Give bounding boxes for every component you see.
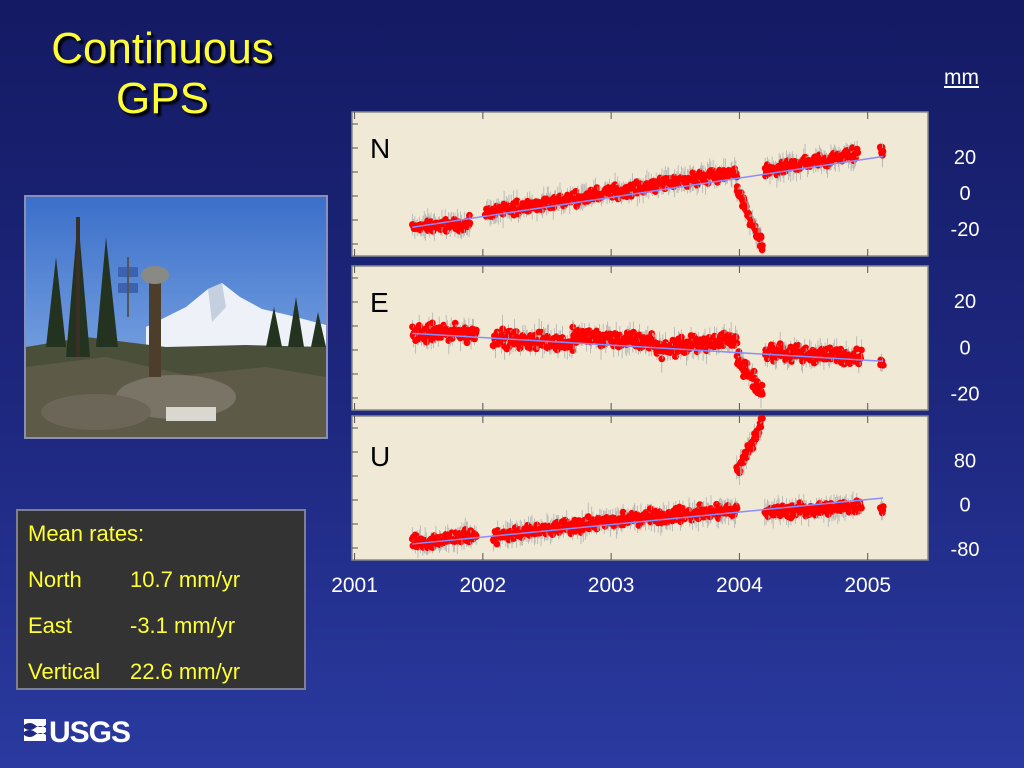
gps-station-photo bbox=[24, 195, 328, 439]
x-tick-label: 2003 bbox=[588, 574, 635, 597]
data-point bbox=[854, 149, 862, 157]
data-point bbox=[423, 338, 430, 346]
data-point bbox=[451, 319, 459, 327]
data-point bbox=[749, 444, 757, 452]
data-point bbox=[743, 360, 751, 367]
y-tick-label: 80 bbox=[954, 450, 976, 472]
data-point bbox=[758, 381, 766, 389]
data-point bbox=[630, 328, 637, 336]
rate-value: -3.1 mm/yr bbox=[130, 613, 236, 638]
data-point bbox=[757, 233, 765, 241]
data-point bbox=[735, 348, 743, 356]
rate-label: Vertical bbox=[28, 659, 101, 684]
data-point bbox=[569, 347, 577, 354]
x-tick-label: 2005 bbox=[844, 574, 891, 597]
rate-value: 10.7 mm/yr bbox=[130, 567, 241, 592]
data-point bbox=[733, 183, 741, 191]
data-point bbox=[802, 344, 810, 352]
usgs-wave-icon bbox=[24, 719, 46, 741]
data-point bbox=[437, 226, 445, 234]
y-tick-label: -80 bbox=[951, 539, 980, 561]
data-point bbox=[736, 467, 744, 475]
data-point bbox=[428, 319, 436, 327]
trend-line bbox=[412, 155, 884, 228]
data-point bbox=[472, 326, 480, 334]
data-point bbox=[466, 219, 474, 227]
y-tick-label: 20 bbox=[954, 147, 976, 169]
data-point bbox=[732, 333, 740, 341]
data-point bbox=[758, 414, 766, 422]
y-tick-label: -20 bbox=[951, 384, 980, 406]
y-tick-label: 0 bbox=[959, 495, 970, 517]
y-tick-label: 0 bbox=[959, 337, 970, 359]
data-point bbox=[499, 325, 506, 333]
x-tick-label: 2004 bbox=[716, 574, 763, 597]
mean-rates-header: Mean rates: bbox=[28, 521, 145, 546]
y-tick-label: 0 bbox=[959, 183, 970, 205]
panel-label: N bbox=[370, 133, 390, 164]
rate-value: 22.6 mm/yr bbox=[130, 659, 241, 684]
usgs-logo: USGS bbox=[24, 716, 131, 749]
data-point bbox=[759, 242, 766, 249]
x-tick-label: 2001 bbox=[331, 574, 378, 597]
rate-label: North bbox=[28, 567, 82, 592]
data-point bbox=[858, 504, 865, 512]
data-point bbox=[879, 147, 887, 155]
data-point bbox=[757, 423, 765, 431]
title-line-2: GPS bbox=[116, 74, 209, 123]
panel-label: E bbox=[370, 287, 389, 318]
title-line-1: Continuous bbox=[51, 24, 274, 73]
data-point bbox=[733, 504, 741, 512]
data-point bbox=[857, 355, 865, 362]
panel-n: N bbox=[351, 111, 929, 257]
photo-illustration bbox=[26, 197, 326, 437]
x-tick-label: 2002 bbox=[459, 574, 506, 597]
data-point bbox=[858, 346, 865, 354]
data-point bbox=[879, 361, 887, 369]
y-tick-label: -20 bbox=[951, 219, 980, 241]
trend-line bbox=[412, 497, 884, 545]
data-point bbox=[512, 328, 520, 335]
rate-label: East bbox=[28, 613, 73, 638]
data-point bbox=[472, 533, 480, 540]
mean-rates-box: Mean rates: North 10.7 mm/yr East -3.1 m… bbox=[16, 509, 306, 690]
panel-e: E bbox=[351, 265, 929, 411]
data-point bbox=[593, 184, 601, 192]
data-point bbox=[658, 355, 666, 363]
data-point bbox=[758, 390, 766, 398]
data-point bbox=[879, 503, 887, 510]
data-point bbox=[750, 367, 758, 375]
trend-line bbox=[412, 332, 884, 362]
panel-label: U bbox=[370, 441, 390, 472]
data-point bbox=[493, 540, 501, 548]
panel-u: U bbox=[351, 414, 929, 561]
data-point bbox=[733, 339, 741, 347]
slide-title: Continuous GPS bbox=[20, 24, 305, 124]
unit-label: mm bbox=[944, 66, 979, 89]
y-tick-label: 20 bbox=[954, 291, 976, 313]
usgs-logo-text: USGS bbox=[49, 716, 130, 749]
